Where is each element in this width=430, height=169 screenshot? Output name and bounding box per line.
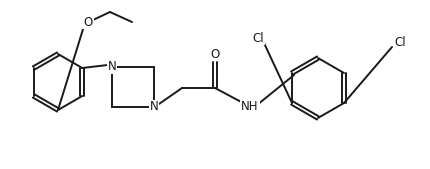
Text: N: N: [108, 61, 116, 74]
Text: Cl: Cl: [252, 31, 263, 44]
Text: N: N: [149, 101, 158, 114]
Text: NH: NH: [241, 101, 258, 114]
Text: Cl: Cl: [393, 35, 405, 49]
Text: O: O: [210, 47, 219, 61]
Text: O: O: [83, 16, 92, 29]
